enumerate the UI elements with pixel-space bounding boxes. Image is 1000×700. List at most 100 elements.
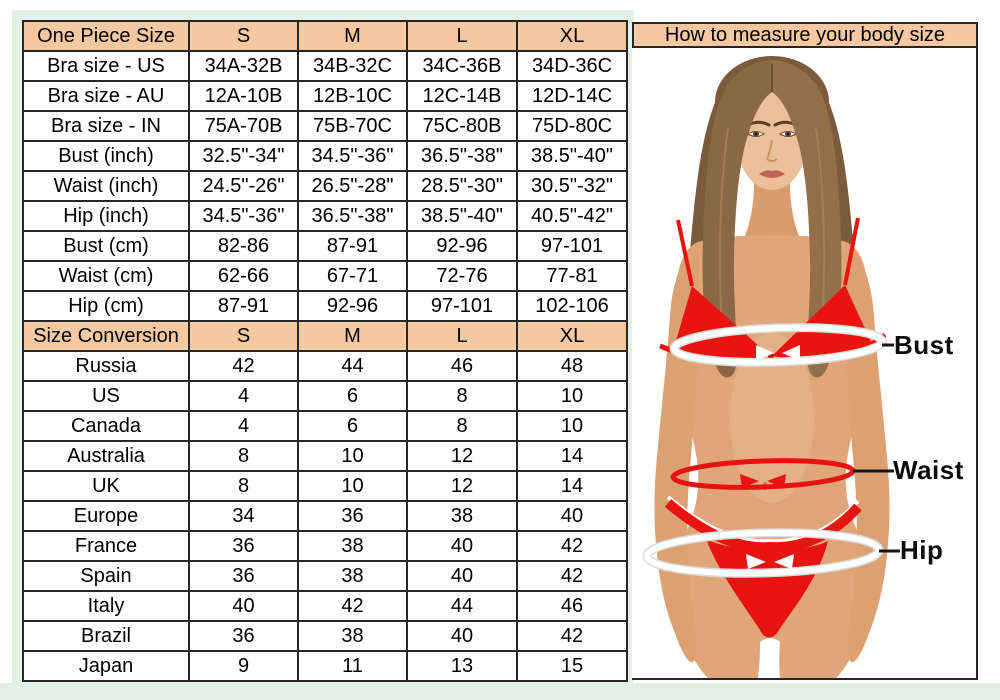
conversion-table-title-cell: Size Conversion: [22, 320, 190, 352]
lips: [759, 170, 785, 178]
size-value-cell: 12C-14B: [406, 80, 518, 112]
size-value-cell: 26.5"-28": [297, 170, 408, 202]
table-row: Italy 40 42 44 46: [22, 590, 628, 622]
size-value-cell: 34B-32C: [297, 50, 408, 82]
right-strap: [843, 217, 860, 286]
size-value-cell: 48: [516, 350, 628, 382]
table-row: US 4 6 8 10: [22, 380, 628, 412]
table-row: Europe 34 36 38 40: [22, 500, 628, 532]
row-label: Hip (cm): [22, 290, 190, 322]
size-value-cell: 40: [406, 560, 518, 592]
size-value-cell: 12: [406, 470, 518, 502]
right-cup: [772, 285, 872, 359]
row-label: Bust (inch): [22, 140, 190, 172]
size-value-cell: 36: [188, 530, 299, 562]
row-label: Brazil: [22, 620, 190, 652]
size-value-cell: 28.5"-30": [406, 170, 518, 202]
size-value-cell: 46: [406, 350, 518, 382]
size-value-cell: 10: [516, 410, 628, 442]
nose: [766, 139, 778, 162]
size-value-cell: 87-91: [297, 230, 408, 262]
size-value-cell: 40: [516, 500, 628, 532]
size-value-cell: 38.5"-40": [516, 140, 628, 172]
size-value-cell: 36: [297, 500, 408, 532]
row-label: Japan: [22, 650, 190, 682]
row-label: Bust (cm): [22, 230, 190, 262]
column-header-m: M: [297, 320, 408, 352]
size-value-cell: 34A-32B: [188, 50, 299, 82]
size-value-cell: 4: [188, 410, 299, 442]
size-value-cell: 11: [297, 650, 408, 682]
size-value-cell: 38: [297, 620, 408, 652]
size-value-cell: 15: [516, 650, 628, 682]
size-value-cell: 10: [516, 380, 628, 412]
hip-arrow-right: [774, 554, 794, 569]
size-value-cell: 40: [188, 590, 299, 622]
size-value-cell: 34.5"-36": [188, 200, 299, 232]
table-row: Bra size - US 34A-32B 34B-32C 34C-36B 34…: [22, 50, 628, 82]
measure-panel-title: How to measure your body size: [632, 22, 978, 48]
size-value-cell: 34.5"-36": [297, 140, 408, 172]
size-value-cell: 77-81: [516, 260, 628, 292]
size-value-cell: 6: [297, 380, 408, 412]
size-value-cell: 8: [188, 470, 299, 502]
size-value-cell: 13: [406, 650, 518, 682]
size-value-cell: 12D-14C: [516, 80, 628, 112]
bottom-mint-strip: [0, 683, 1000, 700]
hip-label: Hip: [900, 535, 944, 565]
size-value-cell: 36.5"-38": [297, 200, 408, 232]
size-value-cell: 36.5"-38": [406, 140, 518, 172]
bikini-top: [659, 217, 887, 361]
size-value-cell: 40.5"-42": [516, 200, 628, 232]
row-label: Bra size - AU: [22, 80, 190, 112]
table-row: Russia 42 44 46 48: [22, 350, 628, 382]
waist-arrow-right: [767, 474, 786, 488]
size-value-cell: 6: [297, 410, 408, 442]
size-value-cell: 32.5"-34": [188, 140, 299, 172]
size-value-cell: 75C-80B: [406, 110, 518, 142]
size-value-cell: 42: [188, 350, 299, 382]
size-value-cell: 38: [297, 560, 408, 592]
table-row: Canada 4 6 8 10: [22, 410, 628, 442]
column-header-m: M: [297, 20, 408, 52]
waist-arrow-left: [740, 474, 759, 488]
row-label: Australia: [22, 440, 190, 472]
table-row: Brazil 36 38 40 42: [22, 620, 628, 652]
size-value-cell: 92-96: [297, 290, 408, 322]
size-value-cell: 62-66: [188, 260, 299, 292]
waist-label: Waist: [893, 455, 964, 485]
table-row: Bust (inch) 32.5"-34" 34.5"-36" 36.5"-38…: [22, 140, 628, 172]
row-label: Europe: [22, 500, 190, 532]
size-value-cell: 97-101: [406, 290, 518, 322]
row-label: UK: [22, 470, 190, 502]
size-chart-table: One Piece Size S M L XL Bra size - US 34…: [22, 20, 628, 682]
column-header-l: L: [406, 320, 518, 352]
bust-arrow-right: [782, 345, 800, 361]
row-label: Bra size - IN: [22, 110, 190, 142]
size-value-cell: 8: [406, 410, 518, 442]
row-label: Canada: [22, 410, 190, 442]
size-value-cell: 40: [406, 530, 518, 562]
table-row: Bra size - AU 12A-10B 12B-10C 12C-14B 12…: [22, 80, 628, 112]
size-value-cell: 42: [516, 620, 628, 652]
size-value-cell: 4: [188, 380, 299, 412]
size-value-cell: 12: [406, 440, 518, 472]
size-value-cell: 14: [516, 440, 628, 472]
size-table-title-cell: One Piece Size: [22, 20, 190, 52]
size-value-cell: 9: [188, 650, 299, 682]
row-label: Waist (inch): [22, 170, 190, 202]
size-value-cell: 36: [188, 560, 299, 592]
column-header-s: S: [188, 320, 299, 352]
size-value-cell: 46: [516, 590, 628, 622]
table-row: France 36 38 40 42: [22, 530, 628, 562]
size-value-cell: 87-91: [188, 290, 299, 322]
conversion-table-header-row: Size Conversion S M L XL: [22, 320, 628, 352]
row-label: France: [22, 530, 190, 562]
row-label: US: [22, 380, 190, 412]
bust-arrow-left: [756, 345, 774, 361]
row-label: Waist (cm): [22, 260, 190, 292]
size-value-cell: 8: [406, 380, 518, 412]
body-figure-svg: [642, 56, 900, 678]
table-row: Spain 36 38 40 42: [22, 560, 628, 592]
size-value-cell: 44: [406, 590, 518, 622]
